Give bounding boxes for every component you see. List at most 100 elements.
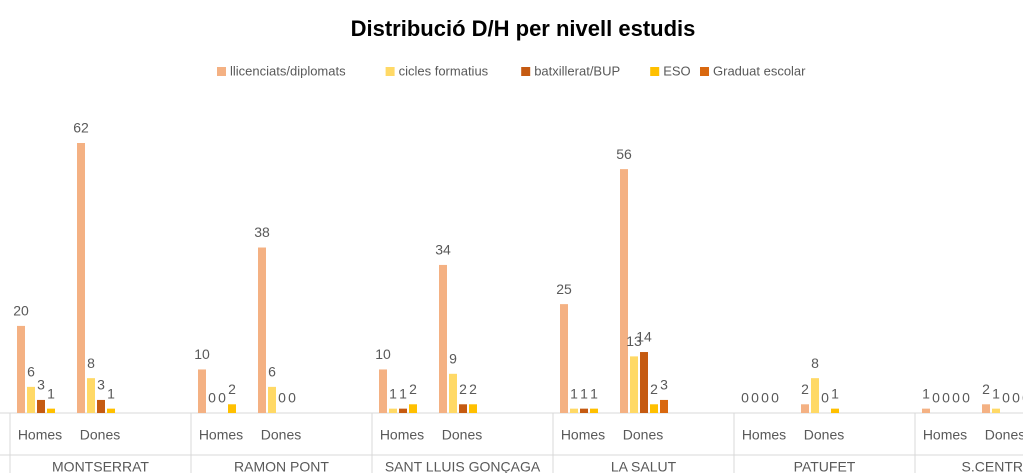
bar bbox=[650, 404, 658, 413]
bar bbox=[640, 352, 648, 413]
legend-swatch bbox=[385, 67, 395, 76]
bar bbox=[107, 408, 115, 413]
data-label: 6 bbox=[268, 364, 276, 380]
bar bbox=[660, 399, 668, 413]
legend-label: cicles formatius bbox=[399, 63, 489, 78]
bar bbox=[992, 408, 1000, 413]
group-label: LA SALUT bbox=[611, 459, 677, 473]
data-label: 38 bbox=[254, 224, 270, 240]
data-label: 34 bbox=[435, 242, 451, 258]
bar bbox=[459, 404, 467, 413]
data-label: 2 bbox=[459, 381, 467, 397]
legend-swatch bbox=[650, 67, 660, 76]
data-label: 1 bbox=[399, 385, 407, 401]
x-tick-label: Homes bbox=[18, 427, 62, 443]
bar bbox=[982, 404, 990, 413]
bar bbox=[399, 408, 407, 413]
group-label: RAMON PONT bbox=[234, 459, 329, 473]
data-label: 1 bbox=[389, 385, 397, 401]
data-label: 2 bbox=[409, 381, 417, 397]
data-label: 20 bbox=[13, 303, 29, 319]
data-label: 0 bbox=[288, 390, 296, 406]
data-label: 3 bbox=[97, 377, 105, 393]
data-label: 8 bbox=[811, 355, 819, 371]
x-tick-label: Homes bbox=[561, 427, 605, 443]
data-label: 0 bbox=[278, 390, 286, 406]
legend-label: batxillerat/BUP bbox=[534, 63, 620, 78]
legend-label: llicenciats/diplomats bbox=[230, 63, 346, 78]
x-tick-label: Homes bbox=[199, 427, 243, 443]
data-label: 0 bbox=[1002, 390, 1010, 406]
x-tick-label: Homes bbox=[923, 427, 967, 443]
bar bbox=[47, 408, 55, 413]
data-label: 0 bbox=[821, 390, 829, 406]
data-label: 0 bbox=[942, 390, 950, 406]
data-label: 8 bbox=[87, 355, 95, 371]
legend-swatch bbox=[521, 67, 531, 76]
bar bbox=[409, 404, 417, 413]
x-tick-label: Dones bbox=[80, 427, 120, 443]
group-label: SANT LLUIS GONÇAGA bbox=[385, 459, 541, 473]
bar bbox=[922, 408, 930, 413]
bar bbox=[27, 386, 35, 413]
data-label: 1 bbox=[107, 385, 115, 401]
data-label: 6 bbox=[27, 364, 35, 380]
x-tick-label: Dones bbox=[623, 427, 663, 443]
data-label: 13 bbox=[626, 333, 642, 349]
bar bbox=[17, 325, 25, 413]
legend-swatch bbox=[700, 67, 709, 76]
x-tick-label: Homes bbox=[380, 427, 424, 443]
data-label: 1 bbox=[831, 385, 839, 401]
bar bbox=[37, 399, 45, 413]
bar bbox=[228, 404, 236, 413]
bar bbox=[439, 264, 447, 413]
data-label: 9 bbox=[449, 351, 457, 367]
data-label: 2 bbox=[650, 381, 658, 397]
group-label: MONTSERRAT bbox=[52, 459, 149, 473]
data-label: 1 bbox=[922, 385, 930, 401]
data-label: 1 bbox=[570, 385, 578, 401]
data-label: 10 bbox=[375, 346, 391, 362]
bar bbox=[811, 378, 819, 413]
bar bbox=[831, 408, 839, 413]
bar bbox=[580, 408, 588, 413]
group-label: S.CENTRALS bbox=[962, 459, 1023, 473]
bar bbox=[268, 386, 276, 413]
data-label: 0 bbox=[741, 390, 749, 406]
data-label: 2 bbox=[228, 381, 236, 397]
bar bbox=[389, 408, 397, 413]
bar bbox=[77, 143, 85, 413]
x-tick-label: Dones bbox=[804, 427, 844, 443]
bar bbox=[258, 247, 266, 413]
data-label: 3 bbox=[37, 377, 45, 393]
group-label: PATUFET bbox=[794, 459, 856, 473]
bar bbox=[97, 399, 105, 413]
bar bbox=[379, 369, 387, 413]
data-label: 14 bbox=[636, 329, 652, 345]
bar bbox=[469, 404, 477, 413]
data-label: 2 bbox=[982, 381, 990, 397]
data-label: 0 bbox=[208, 390, 216, 406]
bar bbox=[570, 408, 578, 413]
x-tick-label: Dones bbox=[985, 427, 1023, 443]
data-label: 0 bbox=[1012, 390, 1020, 406]
x-tick-label: Dones bbox=[442, 427, 482, 443]
data-label: 1 bbox=[47, 385, 55, 401]
data-label: 2 bbox=[801, 381, 809, 397]
x-tick-label: Homes bbox=[742, 427, 786, 443]
bar bbox=[620, 169, 628, 413]
bar bbox=[87, 378, 95, 413]
bar bbox=[198, 369, 206, 413]
data-label: 0 bbox=[751, 390, 759, 406]
data-label: 3 bbox=[660, 377, 668, 393]
data-label: 1 bbox=[992, 385, 1000, 401]
data-label: 0 bbox=[952, 390, 960, 406]
data-label: 1 bbox=[590, 385, 598, 401]
legend-label: ESO bbox=[663, 63, 690, 78]
bar bbox=[630, 356, 638, 413]
data-label: 0 bbox=[218, 390, 226, 406]
legend-label: Graduat escolar bbox=[713, 63, 806, 78]
bar bbox=[560, 304, 568, 413]
data-label: 0 bbox=[761, 390, 769, 406]
bar bbox=[801, 404, 809, 413]
